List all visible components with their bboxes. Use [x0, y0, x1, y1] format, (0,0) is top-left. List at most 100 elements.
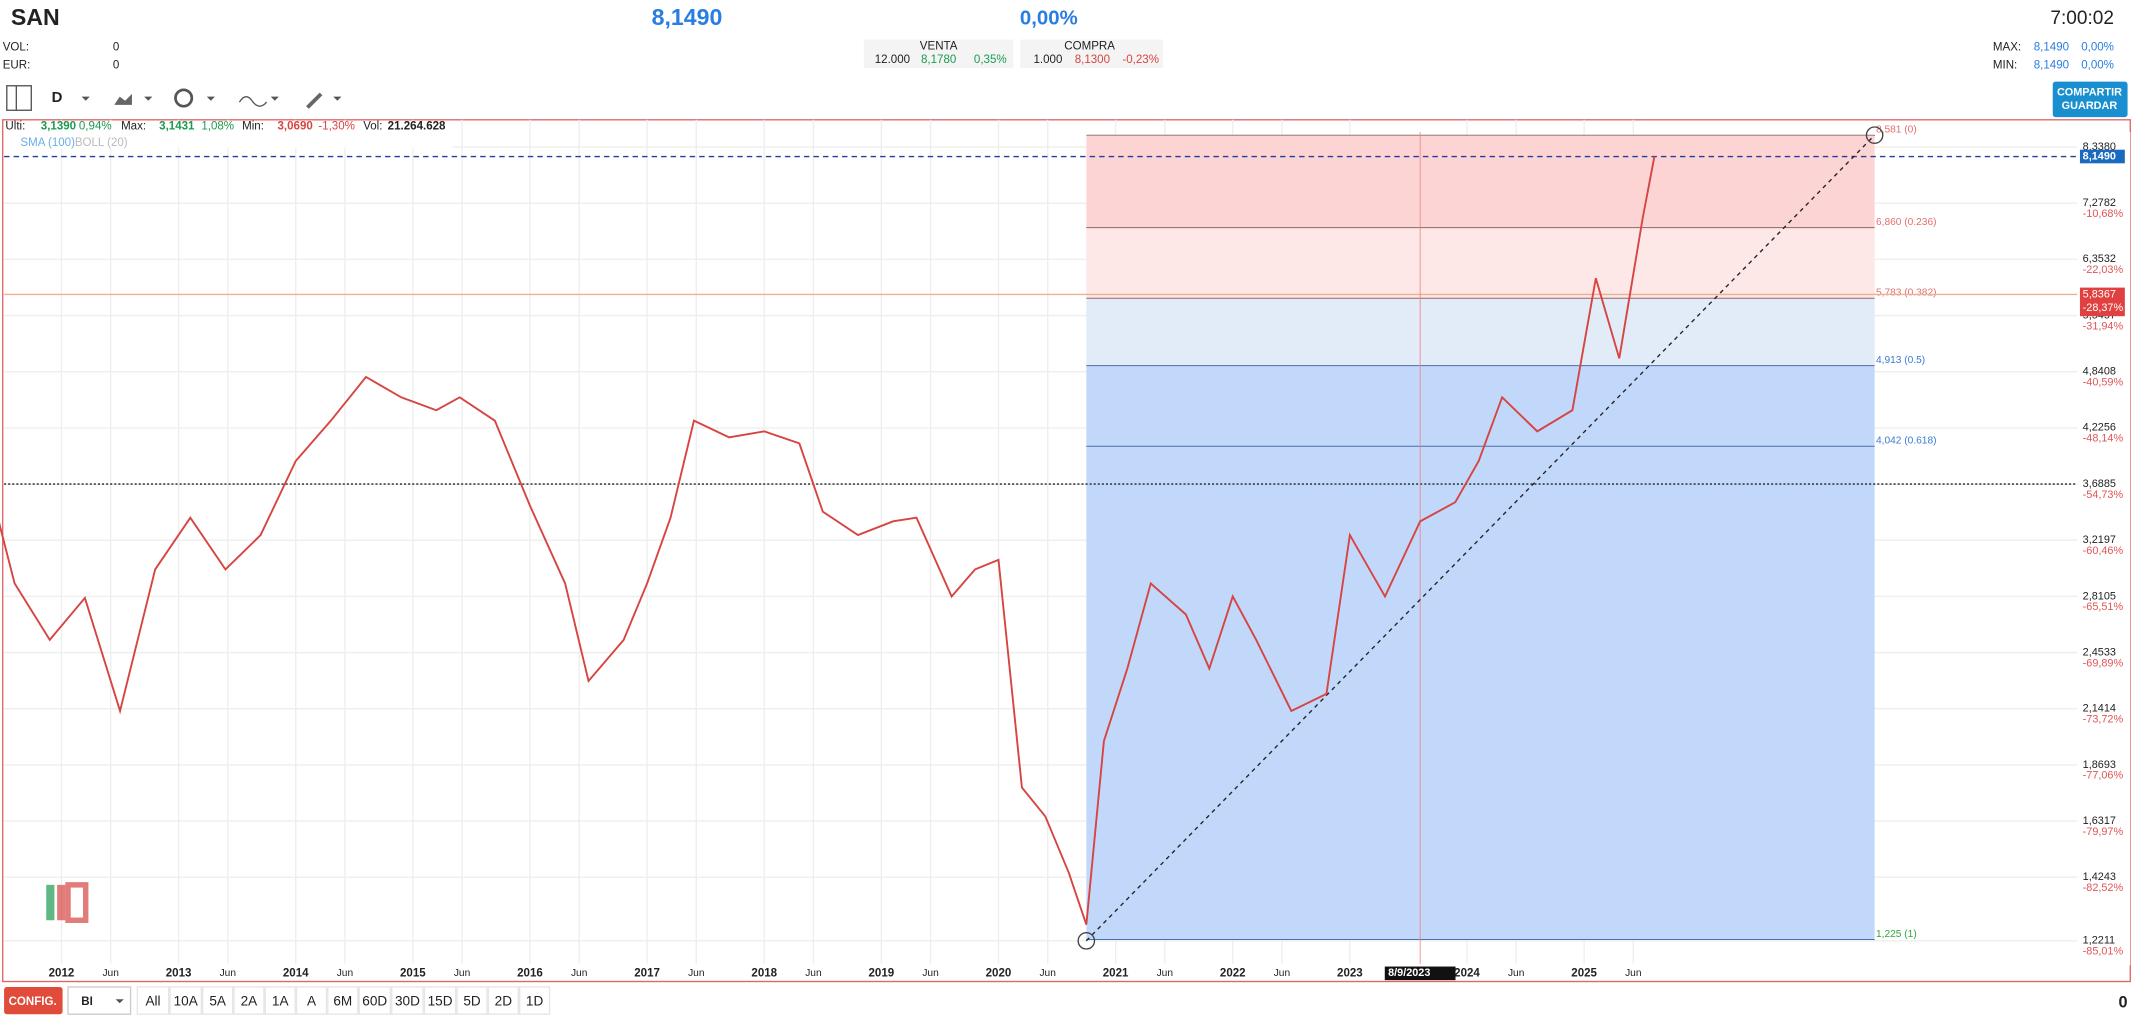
range-button[interactable] [456, 986, 488, 1015]
label: VENTA [920, 40, 958, 52]
sma-legend[interactable]: SMA (100) [20, 137, 75, 149]
config-button[interactable] [4, 986, 63, 1015]
range-label: 5A [209, 994, 227, 1009]
pct-tick-label: -79,97% [2083, 826, 2124, 838]
logo-bar [46, 884, 55, 921]
x-tick-label: Jun [922, 968, 938, 979]
dropdown[interactable] [81, 96, 90, 101]
pct-tick-label: -69,89% [2083, 657, 2124, 669]
range-label: 5D [463, 994, 481, 1009]
range-button[interactable] [327, 986, 359, 1015]
label: MIN: [1993, 59, 2017, 71]
x-tick-label: Jun [1157, 968, 1173, 979]
dropdown[interactable] [206, 96, 215, 101]
toolbar: D COMPARTIR GUARDAR [6, 81, 2128, 118]
range-button[interactable] [487, 986, 519, 1015]
x-tick-label: 2015 [400, 967, 426, 979]
y-tick-label: 3,6885 [2083, 478, 2116, 490]
count: 0 [2118, 994, 2127, 1012]
change: 0,00% [1020, 7, 1078, 29]
range-button[interactable] [136, 986, 170, 1015]
range-button[interactable] [169, 986, 203, 1015]
share-button[interactable] [2052, 81, 2128, 118]
y-tick-label: 4,8408 [2083, 366, 2116, 378]
config-label: CONFIG. [9, 996, 57, 1008]
label: VOL: [3, 42, 29, 54]
range-label: 6M [333, 994, 352, 1009]
panel-toggle[interactable] [6, 85, 32, 111]
y-tick-label: 7,2782 [2083, 197, 2116, 209]
dropdown[interactable] [270, 96, 279, 101]
footer: CONFIG. BI 0 All 10A 5A 2A 1A A 6M 60D 30D 15D 5D 2… [4, 986, 2128, 1015]
x-tick-label: Jun [337, 968, 353, 979]
header: SAN 8,1490 0,00% 7:00:02 VOL: 0 EUR: 0 V… [3, 4, 2114, 71]
cursor-label: 8/9/2023 [1388, 967, 1430, 979]
period[interactable]: D [52, 89, 63, 106]
dropdown[interactable] [144, 96, 153, 101]
range-button[interactable] [518, 986, 551, 1015]
label: MAX: [1993, 42, 2021, 54]
y-tick-label: 1,8693 [2083, 759, 2116, 771]
pct: 0,00% [2081, 59, 2114, 71]
chart-type[interactable] [114, 93, 132, 105]
logo-c [65, 882, 89, 923]
dropdown[interactable] [333, 96, 342, 101]
pct-tick-label: -22,03% [2083, 264, 2124, 276]
range-button[interactable] [202, 986, 234, 1015]
pct-tick-label: -60,46% [2083, 545, 2124, 557]
venta-box [863, 39, 1014, 69]
x-tick-label: Jun [1625, 968, 1641, 979]
marker-tag [2079, 287, 2125, 317]
x-tick-label: Jun [805, 968, 821, 979]
x-tick-label: Jun [1039, 968, 1055, 979]
pct-tick-label: -40,59% [2083, 376, 2124, 388]
y-tick-label: 3,2197 [2083, 534, 2116, 546]
x-tick-label: 2018 [751, 967, 777, 979]
pct-tick-label: -31,94% [2083, 320, 2124, 332]
x-tick-label: 2014 [283, 967, 309, 979]
x-tick-label: 2022 [1220, 967, 1246, 979]
price-line [0, 156, 1656, 925]
pct-tick-label: -54,73% [2083, 489, 2124, 501]
range-label: 1A [272, 994, 290, 1009]
compra-box [1020, 39, 1164, 69]
range-label: 2A [241, 994, 259, 1009]
range-label: 1D [526, 994, 544, 1009]
pct-tick-label: -77,06% [2083, 770, 2124, 782]
boll-legend[interactable]: BOLL (20) [75, 137, 128, 149]
x-tick-label: 2023 [1337, 967, 1363, 979]
logo [46, 882, 89, 923]
draw[interactable] [306, 92, 323, 109]
range-label: 30D [395, 994, 420, 1009]
pct-tick-label: -10,68% [2083, 208, 2124, 220]
range-button[interactable] [358, 986, 392, 1015]
y-tick-label: 2,1414 [2083, 703, 2116, 715]
x-tick-label: Jun [454, 968, 470, 979]
time: 7:00:02 [2050, 8, 2114, 29]
value: 3,1431 [159, 121, 195, 133]
range-button[interactable] [423, 986, 457, 1015]
settings[interactable] [174, 88, 194, 108]
fib-zone [1086, 298, 1875, 366]
axis-bg [2078, 132, 2131, 966]
x-tick-label: Jun [1508, 968, 1524, 979]
range-button[interactable] [295, 986, 328, 1015]
range-button[interactable] [391, 986, 424, 1015]
cursor-tag [1384, 966, 1456, 981]
mode-label: BI [81, 996, 93, 1008]
range-button[interactable] [233, 986, 265, 1015]
range-label: 60D [362, 994, 387, 1009]
label: Vol: [363, 121, 382, 133]
anchor [1077, 931, 1096, 950]
indicators[interactable] [238, 95, 268, 107]
value: 0 [113, 59, 119, 71]
x-tick-label: Jun [1274, 968, 1290, 979]
pct: 0,00% [2081, 42, 2114, 54]
dropdown[interactable] [115, 999, 124, 1004]
fib-label: 8,581 (0) [1876, 124, 1917, 135]
pct-tick-label: -65,51% [2083, 601, 2124, 613]
x-tick-label: 2024 [1454, 967, 1480, 979]
range-button[interactable] [264, 986, 296, 1015]
range-label: 10A [174, 994, 199, 1009]
